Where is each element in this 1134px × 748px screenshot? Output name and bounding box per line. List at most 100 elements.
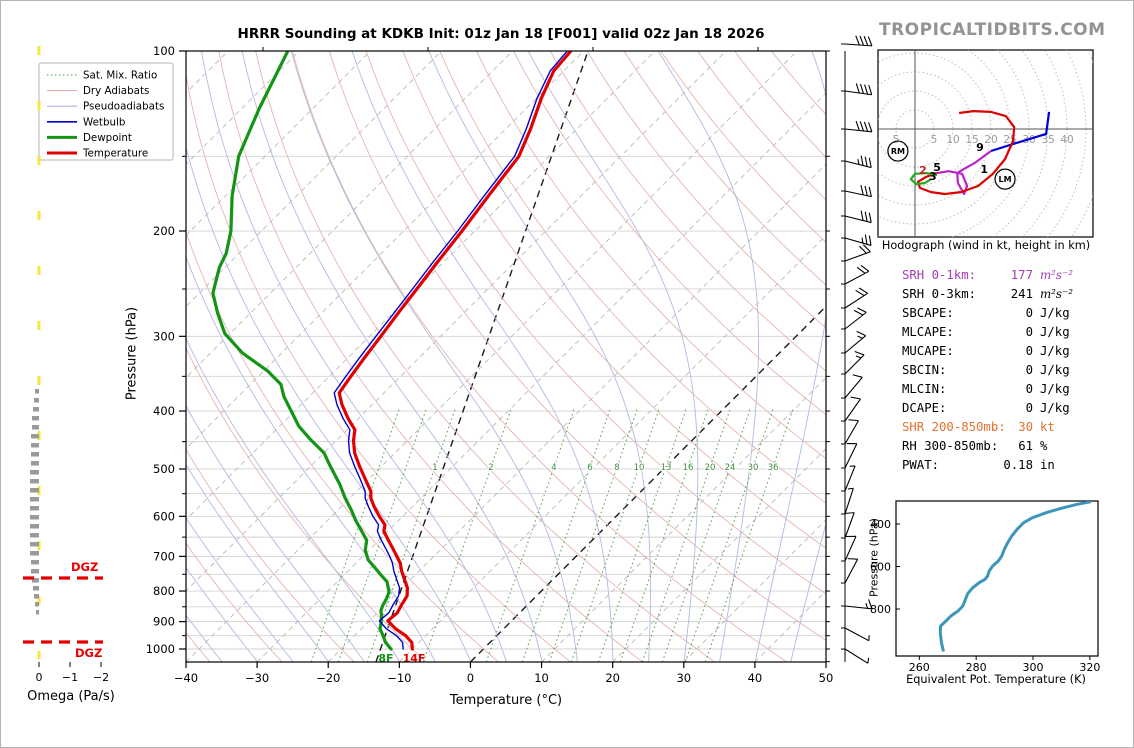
wind-barb xyxy=(844,155,872,169)
wind-barb xyxy=(844,648,870,664)
omega-bar xyxy=(32,416,39,421)
stat-row-rh-300-850mb-: RH 300-850mb: 61% xyxy=(902,437,1096,456)
omega-bar xyxy=(31,560,39,565)
pressure-tick-label: 300 xyxy=(153,329,175,343)
hodo-marker-LM: LM xyxy=(994,168,1016,190)
skewt-yaxis-label: Pressure (hPa) xyxy=(124,306,140,401)
stat-unit: in xyxy=(1040,458,1055,472)
dewpoint-curve xyxy=(211,51,393,651)
legend-label: Pseudoadiabats xyxy=(83,101,164,113)
mixing-ratio-line xyxy=(485,408,575,662)
temperature-tick-label: 10 xyxy=(534,671,549,685)
temperature-tick-label: 20 xyxy=(605,671,620,685)
stat-unit: J/kg xyxy=(1040,325,1070,339)
legend-label: Dewpoint xyxy=(83,132,132,144)
mixing-ratio-label: 2 xyxy=(488,463,493,473)
surface-temp-label: 8F xyxy=(378,652,393,665)
legend-label: Sat. Mix. Ratio xyxy=(83,70,157,82)
omega-bar xyxy=(30,533,39,538)
stat-label: SRH 0-1km: xyxy=(902,268,977,282)
wind-barb xyxy=(844,396,861,422)
wind-barbs xyxy=(841,35,873,664)
omega-tick-label: −1 xyxy=(62,671,78,684)
stat-value: 0 xyxy=(1025,363,1033,377)
pressure-tick-label: 600 xyxy=(153,509,175,523)
dgz-label-upper: DGZ xyxy=(71,560,99,574)
stat-value: 61 xyxy=(1018,439,1033,453)
wind-barb xyxy=(844,264,870,285)
hodo-height-label: 1 xyxy=(980,163,988,176)
hodo-ring-label: 15 xyxy=(965,134,978,146)
mixing-ratio-label: 10 xyxy=(634,463,645,473)
temperature-curve xyxy=(337,51,573,651)
wind-barb xyxy=(844,184,872,198)
stat-unit: % xyxy=(1040,439,1048,453)
wind-barb xyxy=(844,419,859,445)
wind-barb xyxy=(844,512,855,539)
pressure-tick-label: 1000 xyxy=(146,642,175,656)
pressure-tick-label: 200 xyxy=(153,224,175,238)
mixing-ratio-label: 24 xyxy=(725,463,736,473)
stat-row-srh-0-3km-: SRH 0-3km: 241 m²s⁻² xyxy=(902,285,1096,304)
legend-label: Dry Adiabats xyxy=(83,85,149,97)
wetbulb-curve xyxy=(333,51,568,650)
thetae-xtick-label: 260 xyxy=(909,661,930,674)
wind-barb xyxy=(844,330,867,354)
hodo-height-label: 5 xyxy=(933,161,941,174)
stat-unit: J/kg xyxy=(1040,344,1070,358)
thetae-xaxis-label: Equivalent Pot. Temperature (K) xyxy=(906,673,1086,686)
stat-unit: J/kg xyxy=(1040,306,1070,320)
hodo-trace-upper xyxy=(990,111,1051,153)
omega-bar xyxy=(31,569,39,574)
stat-value: 0 xyxy=(1025,382,1033,396)
dgz-label-lower: DGZ xyxy=(75,646,103,660)
stat-value: 0 xyxy=(1025,306,1033,320)
sounding-profiles xyxy=(211,51,573,651)
watermark-logo: TROPICALTIDBITS.COM xyxy=(879,20,1106,40)
svg-text:RM: RM xyxy=(891,147,905,156)
mixing-ratio-line xyxy=(422,408,512,662)
stat-unit: kt xyxy=(1040,420,1055,434)
stat-row-srh-0-1km-: SRH 0-1km: 177 m²s⁻² xyxy=(902,266,1096,285)
stat-unit: J/kg xyxy=(1040,382,1070,396)
legend-label: Wetbulb xyxy=(83,116,125,128)
legend-label: Temperature xyxy=(82,148,148,160)
stat-unit: m²s⁻² xyxy=(1040,268,1073,282)
stat-label: MLCIN: xyxy=(902,382,947,396)
omega-tick-label: −2 xyxy=(93,671,109,684)
wind-barb xyxy=(844,535,857,562)
stat-label: SBCIN: xyxy=(902,363,947,377)
omega-bar xyxy=(30,551,39,556)
pressure-tick-label: 100 xyxy=(153,44,175,58)
stat-label: SHR 200-850mb: xyxy=(902,420,1006,434)
wind-barb xyxy=(844,244,871,262)
wind-barb xyxy=(844,443,858,469)
omega-bar xyxy=(31,461,39,466)
pressure-tick-label: 400 xyxy=(153,404,175,418)
hodo-ring-label: 5 xyxy=(931,134,938,146)
temperature-tick-label: −40 xyxy=(174,671,198,685)
omega-bar xyxy=(35,602,39,607)
omega-bar xyxy=(30,515,39,520)
stat-label: DCAPE: xyxy=(902,401,947,415)
wind-barb xyxy=(844,465,856,492)
stats-panel: SRH 0-1km: 177 m²s⁻² SRH 0-3km: 241 m²s⁻² SBCA… xyxy=(902,266,1096,475)
hodo-marker-RM: RM xyxy=(887,140,909,162)
omega-bar xyxy=(33,407,39,412)
wind-barb xyxy=(844,599,873,610)
mixing-ratio-label: 4 xyxy=(551,463,556,473)
mixing-ratio-line xyxy=(570,408,660,662)
pressure-tick-label: 500 xyxy=(153,462,175,476)
mixing-ratio-label: 30 xyxy=(748,463,759,473)
omega-bar xyxy=(33,586,39,591)
wind-barb xyxy=(844,210,872,224)
thetae-panel: 400 600 800 260 280 300 320 xyxy=(870,500,1100,674)
stat-unit: m²s⁻² xyxy=(1040,287,1073,301)
wind-barb xyxy=(844,287,868,309)
temperature-tick-label: −30 xyxy=(245,671,269,685)
wind-barb xyxy=(844,627,870,642)
stat-row-pwat-: PWAT: 0.18 in xyxy=(902,456,1096,475)
temperature-tick-label: 30 xyxy=(676,671,691,685)
omega-bar xyxy=(30,506,39,511)
